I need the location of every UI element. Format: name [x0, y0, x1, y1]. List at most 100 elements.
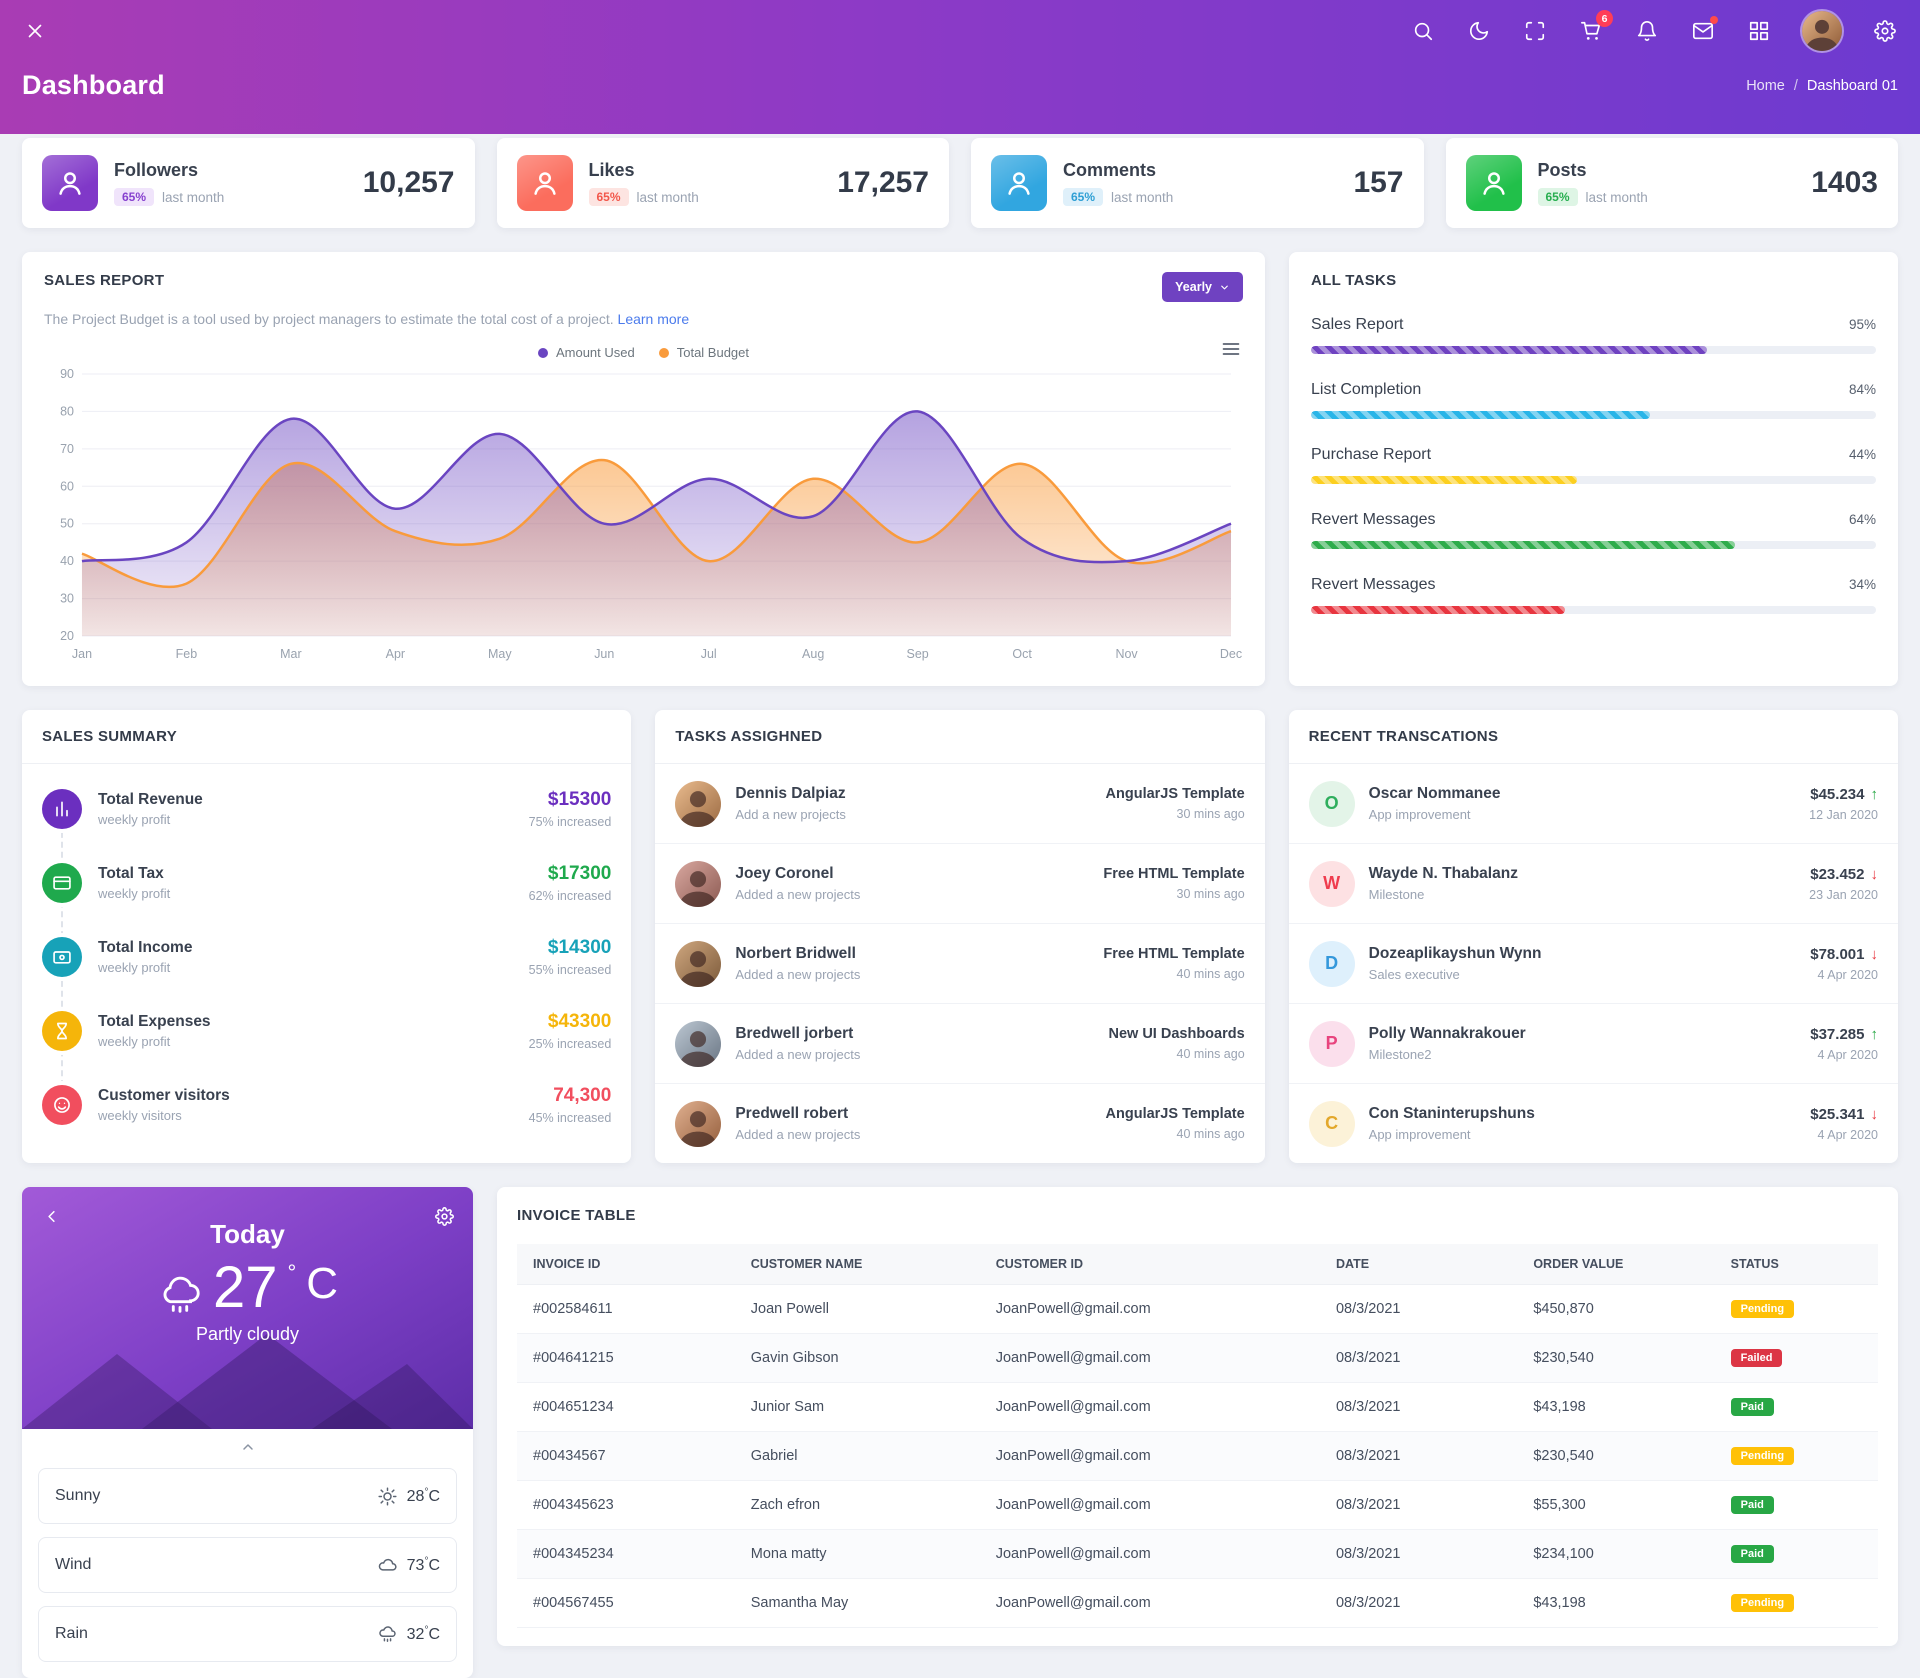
- svg-text:Oct: Oct: [1012, 647, 1032, 661]
- weather-settings-icon[interactable]: [431, 1203, 457, 1229]
- comments-person-icon: [991, 155, 1047, 211]
- progress-fill: [1311, 476, 1577, 484]
- task-progress-item: Revert Messages 64%: [1311, 511, 1876, 549]
- mail-icon[interactable]: [1690, 16, 1718, 44]
- progress-bar: [1311, 411, 1876, 419]
- order-value-cell: $230,540: [1517, 1333, 1715, 1383]
- learn-more-link[interactable]: Learn more: [617, 311, 690, 327]
- avatar: W: [1308, 860, 1355, 907]
- table-row: #004641215 Gavin Gibson JoanPowell@gmail…: [517, 1333, 1878, 1383]
- sun-icon: [378, 1486, 397, 1506]
- hourglass-icon: [42, 1011, 82, 1051]
- mail-notification-dot: [1710, 16, 1718, 24]
- apps-grid-icon[interactable]: [1746, 18, 1772, 44]
- weather-detail-row: Wind 73°C: [38, 1537, 457, 1593]
- summary-change: 62% increased: [528, 889, 612, 903]
- svg-text:Apr: Apr: [386, 647, 405, 661]
- followers-person-icon: [42, 155, 98, 211]
- weather-temperature: 27 ° C: [22, 1257, 473, 1319]
- list-item: C Con Staninterupshuns App improvement $…: [1289, 1084, 1898, 1163]
- svg-text:Mar: Mar: [280, 647, 302, 661]
- list-item: D Dozeaplikayshun Wynn Sales executive $…: [1288, 924, 1898, 1004]
- svg-text:60: 60: [60, 479, 74, 493]
- summary-item: Total Expenses weekly profit $43300 25% …: [42, 994, 611, 1068]
- chevron-up-icon[interactable]: [38, 1439, 457, 1455]
- status-badge: Pending: [1730, 1300, 1795, 1318]
- customer-name-cell: Gavin Gibson: [734, 1333, 980, 1383]
- summary-subtitle: weekly profit: [98, 1034, 171, 1049]
- breadcrumb-home-link[interactable]: Home: [1746, 77, 1785, 94]
- assignee-name: Predwell robert: [735, 1105, 849, 1122]
- progress-bar: [1311, 541, 1876, 549]
- user-avatar[interactable]: [1802, 11, 1842, 51]
- customer-id-cell: JoanPowell@gmail.com: [979, 1529, 1320, 1579]
- summary-value: 74,300: [553, 1085, 612, 1106]
- task-label: Revert Messages: [1311, 576, 1436, 593]
- svg-text:20: 20: [60, 629, 74, 643]
- summary-value: $17300: [547, 863, 612, 884]
- avatar: O: [1308, 780, 1355, 827]
- weather-day: Today: [210, 1219, 285, 1249]
- svg-text:Jul: Jul: [701, 647, 717, 661]
- status-badge: Paid: [1730, 1398, 1774, 1416]
- summary-value: $15300: [547, 789, 612, 810]
- invoice-id-cell: #004345623: [517, 1480, 735, 1530]
- chart-legend: Amount Used Total Budget: [44, 343, 1243, 360]
- stat-title: Posts: [1537, 160, 1587, 180]
- list-item: P Polly Wannakrakouer Milestone2 $37.285…: [1288, 1004, 1898, 1084]
- settings-icon[interactable]: [1872, 18, 1898, 44]
- invoice-id-cell: #004567455: [517, 1578, 735, 1628]
- transaction-amount: $45.234: [1810, 785, 1865, 803]
- stat-value: 10,257: [362, 166, 455, 199]
- stat-period: last month: [162, 189, 225, 205]
- bell-icon[interactable]: [1634, 18, 1660, 44]
- customer-name-cell: Zach efron: [734, 1480, 980, 1530]
- posts-person-icon: [1465, 155, 1522, 211]
- date-cell: 08/3/2021: [1319, 1480, 1518, 1530]
- mountains-graphic: [22, 1334, 473, 1429]
- date-cell: 08/3/2021: [1319, 1382, 1518, 1432]
- customer-name-cell: Gabriel: [734, 1431, 980, 1481]
- legend-total-budget: Total Budget: [658, 345, 749, 360]
- svg-text:Sep: Sep: [907, 647, 929, 661]
- column-header: ORDER VALUE: [1517, 1244, 1715, 1285]
- breadcrumb-separator: /: [1793, 77, 1798, 94]
- column-header: INVOICE ID: [517, 1244, 735, 1285]
- table-row: #004345623 Zach efron JoanPowell@gmail.c…: [517, 1480, 1878, 1530]
- transaction-name: Polly Wannakrakouer: [1368, 1025, 1526, 1042]
- breadcrumb-current: Dashboard 01: [1806, 77, 1898, 94]
- svg-text:Nov: Nov: [1115, 647, 1138, 661]
- transaction-date: 23 Jan 2020: [1809, 887, 1878, 902]
- trend-arrow-icon: ↑: [1870, 1025, 1878, 1043]
- table-header-row: INVOICE ID CUSTOMER NAME CUSTOMER ID DAT…: [517, 1244, 1878, 1285]
- transaction-date: 12 Jan 2020: [1809, 807, 1878, 822]
- project-name: Free HTML Template: [1103, 866, 1245, 882]
- customer-id-cell: JoanPowell@gmail.com: [979, 1431, 1320, 1481]
- dark-mode-icon[interactable]: [1466, 18, 1492, 44]
- customer-id-cell: JoanPowell@gmail.com: [979, 1480, 1320, 1530]
- status-badge: Failed: [1730, 1349, 1783, 1367]
- stat-card-posts: Posts 65% last month 1403: [1445, 138, 1898, 228]
- close-icon[interactable]: [22, 18, 48, 44]
- weather-detail-label: Rain: [55, 1625, 88, 1642]
- customer-id-cell: JoanPowell@gmail.com: [979, 1333, 1320, 1383]
- trend-arrow-icon: ↑: [1870, 785, 1878, 803]
- page-title: Dashboard: [22, 70, 165, 100]
- weather-detail-label: Sunny: [55, 1487, 101, 1504]
- chevron-left-icon[interactable]: [38, 1203, 64, 1229]
- summary-title: Total Income: [98, 939, 193, 956]
- page-header: Dashboard Home / Dashboard 01: [22, 62, 1898, 101]
- assignee-action: Added a new projects: [735, 1127, 861, 1142]
- period-selector-button[interactable]: Yearly: [1162, 272, 1243, 302]
- task-label: List Completion: [1311, 381, 1422, 398]
- task-percent: 84%: [1848, 382, 1876, 397]
- search-icon[interactable]: [1410, 18, 1436, 44]
- invoice-id-cell: #00434567: [517, 1431, 735, 1481]
- assignee-name: Dennis Dalpiaz: [735, 785, 846, 802]
- transaction-name: Oscar Nommanee: [1368, 785, 1501, 802]
- chart-menu-icon[interactable]: [1221, 339, 1241, 362]
- cart-icon[interactable]: 6: [1578, 10, 1613, 44]
- fullscreen-icon[interactable]: [1522, 18, 1548, 44]
- avatar: [675, 1100, 722, 1147]
- summary-title: Customer visitors: [98, 1087, 230, 1104]
